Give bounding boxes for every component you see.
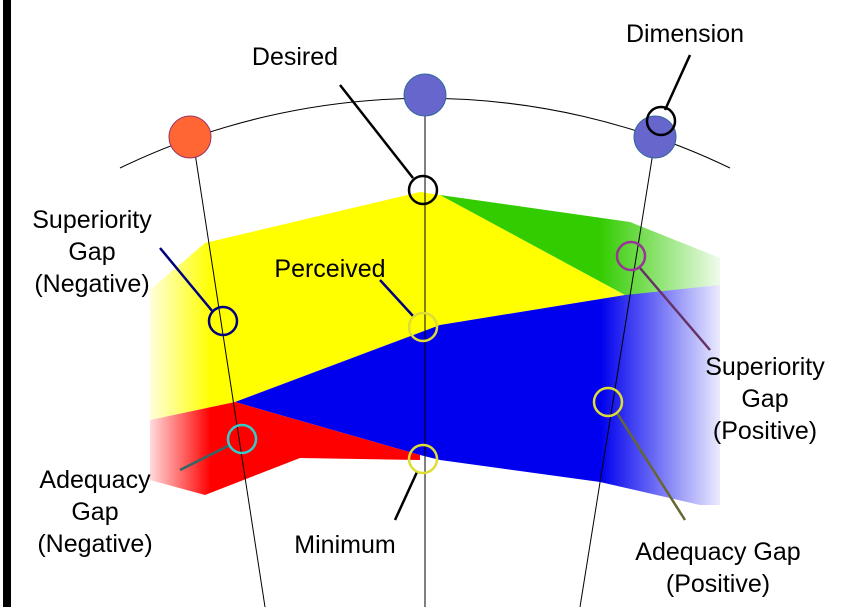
labels: Desired Dimension Perceived Minimum Supe…	[32, 20, 825, 598]
dimension-dot	[633, 115, 677, 159]
fade-right	[140, 180, 730, 520]
leader	[179, 443, 231, 472]
marker	[407, 174, 439, 206]
leader	[339, 84, 414, 179]
zones	[140, 180, 730, 520]
marker	[226, 423, 258, 455]
marker	[407, 311, 439, 343]
leader	[663, 54, 692, 111]
dimension-dot	[168, 115, 212, 159]
label: Minimum	[294, 531, 395, 559]
dimension-dot	[403, 73, 447, 117]
label-line: Superiority	[32, 206, 152, 234]
label-line: (Negative)	[34, 270, 149, 298]
label-line: (Negative)	[37, 530, 152, 558]
leader	[639, 267, 711, 351]
label-line: Gap	[741, 385, 788, 413]
leader	[615, 412, 687, 521]
dimension-lines	[192, 95, 656, 607]
leader	[159, 247, 214, 313]
label-line: (Positive)	[713, 417, 817, 445]
label-line: Adequacy	[39, 466, 151, 494]
callouts	[159, 54, 711, 521]
label-line: Superiority	[705, 353, 825, 381]
label-line: (Positive)	[666, 570, 770, 598]
leader	[379, 279, 414, 317]
label: Perceived	[274, 255, 385, 283]
marker	[615, 240, 647, 272]
label: Dimension	[626, 20, 744, 48]
label-line: Gap	[68, 238, 115, 266]
marker	[645, 105, 677, 137]
marker	[207, 305, 239, 337]
dimension-line	[579, 139, 656, 607]
label: Desired	[252, 43, 338, 71]
dimension-line	[192, 139, 266, 607]
label-line: Adequacy Gap	[635, 538, 800, 566]
leader	[393, 471, 419, 521]
marker	[407, 443, 439, 475]
label-line: Gap	[71, 498, 118, 526]
marker	[592, 386, 624, 418]
left-bar	[3, 0, 11, 607]
